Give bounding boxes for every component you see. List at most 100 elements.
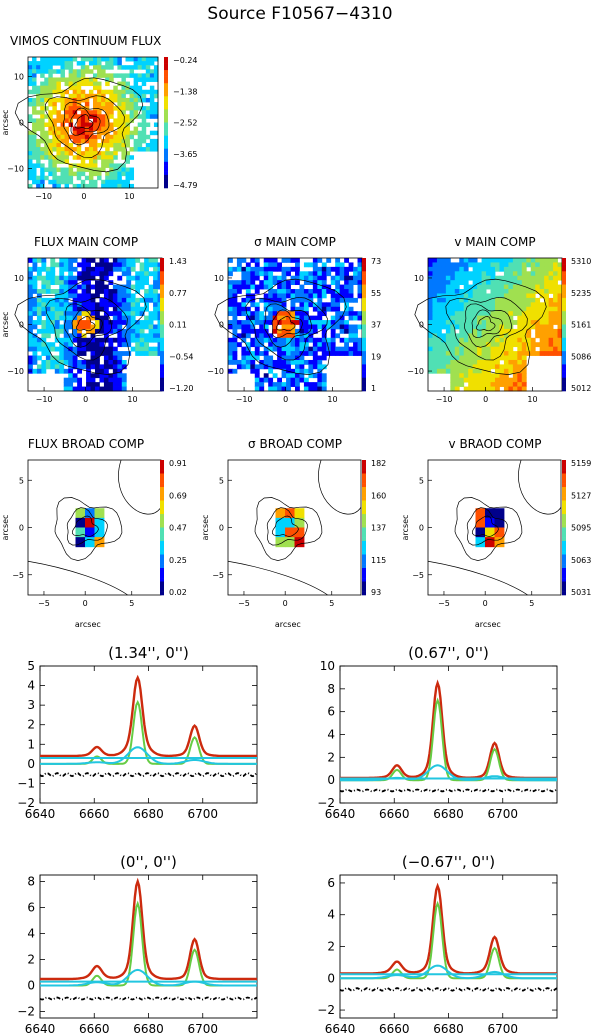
map-pixel: [149, 147, 155, 152]
map-pixel: [521, 373, 527, 379]
map-pixel: [72, 106, 78, 111]
map-pixel: [436, 315, 442, 321]
map-pixel: [232, 266, 238, 272]
map-pixel: [459, 368, 465, 374]
map-pixel: [84, 81, 90, 87]
map-pixel: [157, 297, 163, 303]
map-pixel: [477, 297, 482, 303]
map-pixel: [445, 337, 451, 343]
map-pixel: [109, 142, 114, 148]
map-pixel: [508, 275, 514, 281]
map-pixel: [139, 280, 145, 285]
map-pixel: [250, 324, 256, 330]
map-pixel: [544, 258, 549, 263]
map-pixel: [544, 271, 549, 277]
map-pixels: [475, 508, 505, 548]
map-pixel: [36, 342, 42, 348]
map-pixel: [86, 386, 91, 392]
map-pixel: [277, 320, 282, 325]
map-pixel: [148, 293, 154, 299]
map-pixel: [144, 333, 149, 339]
map-pixel: [129, 65, 135, 70]
map-pixel: [52, 163, 57, 168]
map-pixel: [52, 77, 57, 82]
map-pixel: [495, 284, 500, 290]
map-pixel: [64, 179, 70, 185]
map-pixels: [275, 508, 305, 548]
map-panel-sigma-broad: σ BROAD COMP−5 0 550−5arcsecarcsec18216013…: [201, 437, 386, 629]
map-pixel: [321, 377, 327, 383]
map-pixel: [103, 333, 109, 339]
map-pixel: [486, 315, 491, 321]
y-tick-label: 0: [327, 773, 335, 787]
map-pixel: [64, 142, 70, 148]
map-pixel: [32, 266, 38, 272]
map-pixel: [432, 293, 438, 299]
map-pixel: [59, 315, 65, 321]
map-pixel: [36, 266, 42, 272]
map-pixel: [508, 258, 514, 263]
map-pixel: [64, 118, 70, 123]
map-pixel: [108, 346, 114, 352]
map-pixel: [88, 138, 94, 144]
y-tick-label: 5: [419, 476, 424, 485]
map-pixel: [299, 377, 305, 383]
x-tick-label: 6660: [379, 807, 410, 821]
map-pixel: [339, 328, 345, 334]
map-pixel: [477, 359, 482, 365]
map-pixel: [76, 97, 82, 103]
map-pixel: [141, 89, 147, 95]
map-pixel: [512, 382, 518, 387]
map-pixel: [144, 258, 149, 263]
map-pixel: [77, 315, 82, 321]
map-pixel: [108, 355, 114, 361]
map-pixel: [486, 373, 491, 379]
map-pixel: [463, 337, 469, 343]
map-pixel: [335, 311, 341, 317]
map-pixel: [84, 175, 90, 181]
colorbar-tick-label: 115: [371, 556, 386, 565]
map-pixel: [268, 337, 274, 343]
x-tick-label: 5: [529, 599, 534, 608]
colorbar-segment: [160, 473, 164, 478]
map-pixel: [472, 382, 478, 387]
map-pixel: [432, 368, 438, 374]
map-pixel: [339, 351, 345, 356]
map-pixel: [40, 57, 45, 62]
map-pixel: [357, 337, 363, 343]
map-pixel: [95, 346, 100, 352]
map-pixel: [463, 355, 469, 361]
map-pixel: [125, 65, 130, 70]
map-pixel: [56, 179, 61, 185]
map-pixel: [101, 106, 106, 111]
map-pixel: [153, 280, 158, 285]
map-pixel: [56, 183, 61, 189]
colorbar-segment: [562, 381, 566, 385]
map-pixel: [450, 359, 456, 365]
map-pixel: [281, 297, 287, 303]
map-panels: VIMOS CONTINUUM FLUX−10 0 10100−10arcsec−0…: [1, 34, 591, 629]
map-pixel: [503, 262, 509, 268]
map-pixel: [129, 130, 135, 136]
map-pixel: [454, 382, 460, 387]
map-pixel: [236, 342, 242, 348]
colorbar-segment: [160, 284, 164, 289]
map-pixel: [263, 280, 269, 285]
colorbar-segment: [362, 591, 366, 596]
map-pixel: [299, 333, 305, 339]
colorbar-segment: [362, 493, 366, 498]
colorbar-segment: [362, 277, 366, 282]
map-pixel: [281, 311, 287, 317]
map-pixel: [299, 364, 305, 370]
map-pixel: [80, 89, 86, 95]
map-pixel: [486, 337, 491, 343]
map-pixel: [88, 142, 94, 148]
map-pixel: [97, 134, 102, 140]
map-pixel: [326, 337, 332, 343]
map-pixel: [317, 342, 323, 348]
map-pixel: [81, 293, 87, 299]
map-pixel: [290, 258, 296, 263]
colorbar-segment: [164, 119, 168, 123]
map-pixel: [245, 262, 251, 268]
